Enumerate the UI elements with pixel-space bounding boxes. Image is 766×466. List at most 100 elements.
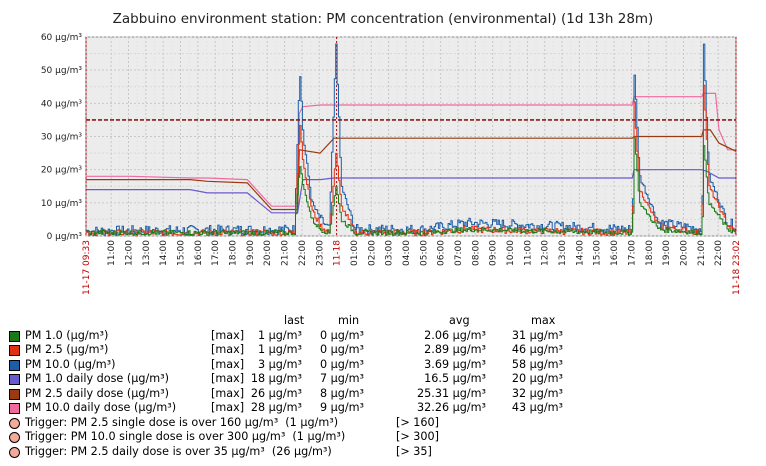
legend-row: PM 10.0 (µg/m³) [max] 3 µg/m³ 0 µg/m³ 3.69 µ…: [8, 358, 748, 373]
x-tick-label: 21:00: [697, 240, 707, 266]
legend-avg-value: 25.31 µg/m³: [417, 386, 486, 400]
trigger-text: Trigger: PM 10.0 single dose is over 300…: [25, 430, 346, 443]
legend-min-value: 0 µg/m³: [319, 357, 364, 371]
series-line-5: [86, 92, 737, 207]
trigger-threshold: [> 300]: [396, 430, 440, 443]
legend-max-value: 31 µg/m³: [511, 328, 563, 342]
legend-swatch: [9, 374, 20, 385]
x-tick-label: 12:00: [124, 240, 134, 266]
x-tick-label: 13:00: [142, 240, 152, 266]
legend-function: [max]: [211, 328, 245, 342]
legend-series-name: PM 10.0 daily dose (µg/m³): [25, 401, 177, 414]
y-tick-label: 40 µg/m³: [41, 99, 83, 109]
x-tick-label: 18:00: [229, 240, 239, 266]
legend-max-value: 20 µg/m³: [511, 372, 563, 385]
x-tick-label: 11-18: [333, 240, 343, 266]
x-tick-label: 17:00: [211, 240, 221, 266]
x-start-label: 11-17 09:33: [82, 240, 92, 295]
x-tick-label: 15:00: [593, 240, 603, 266]
x-tick-label: 04:00: [402, 240, 412, 266]
y-axis-ticks: 0 µg/m³ 10 µg/m³ 20 µg/m³ 30 µg/m³ 40 µg/m³ 5…: [41, 33, 83, 242]
x-tick-label: 20:00: [679, 240, 689, 266]
y-tick-label: 30 µg/m³: [41, 133, 83, 143]
legend-row: PM 2.5 (µg/m³) [max] 1 µg/m³ 0 µg/m³ 2.89 µg…: [8, 343, 748, 358]
series-line-0: [86, 137, 736, 236]
legend-max-value: 46 µg/m³: [511, 343, 563, 356]
legend-function: [max]: [211, 372, 245, 385]
legend-series-name: PM 1.0 (µg/m³): [25, 328, 109, 342]
legend-max-value: 58 µg/m³: [511, 357, 563, 371]
legend-last-value: 1 µg/m³: [257, 343, 302, 356]
legend-row: PM 1.0 daily dose (µg/m³) [max] 18 µg/m³ 7 …: [8, 372, 748, 387]
legend-row: PM 2.5 daily dose (µg/m³) [max] 26 µg/m³ 8 …: [8, 387, 748, 402]
y-tick-label: 60 µg/m³: [41, 33, 83, 43]
trigger-dot-icon: [9, 446, 20, 458]
x-tick-label: 21:00: [281, 240, 291, 266]
legend-series-name: PM 1.0 daily dose (µg/m³): [25, 372, 169, 385]
x-tick-label: 19:00: [246, 240, 256, 266]
legend-header: last min avg max: [8, 314, 748, 329]
legend-avg-value: 2.06 µg/m³: [424, 328, 486, 342]
legend-last-value: 1 µg/m³: [257, 328, 302, 342]
legend-header-last: last: [284, 314, 305, 327]
legend-function: [max]: [211, 343, 245, 356]
chart-canvas: Zabbuino environment station: PM concent…: [41, 11, 742, 295]
x-tick-label: 07:00: [454, 240, 464, 266]
x-end-label: 11-18 23:02: [732, 240, 742, 295]
trigger-row: Trigger: PM 10.0 single dose is over 300…: [8, 430, 748, 445]
legend-avg-value: 32.26 µg/m³: [417, 401, 486, 414]
x-edge-labels: 11-17 09:33 11-18 23:02: [82, 37, 742, 295]
legend-series-name: PM 10.0 (µg/m³): [25, 357, 116, 371]
legend-avg-value: 2.89 µg/m³: [424, 343, 486, 356]
x-tick-label: 14:00: [159, 240, 169, 266]
y-tick-label: 0 µg/m³: [47, 232, 83, 242]
legend-last-value: 26 µg/m³: [250, 386, 302, 400]
y-tick-label: 50 µg/m³: [41, 66, 83, 76]
x-tick-label: 16:00: [610, 240, 620, 266]
legend-min-value: 8 µg/m³: [319, 386, 364, 400]
series-line-3: [86, 169, 737, 214]
x-tick-label: 19:00: [662, 240, 672, 266]
legend-row: PM 10.0 daily dose (µg/m³) [max] 28 µg/m³ 9…: [8, 401, 748, 416]
legend-swatch: [9, 388, 20, 400]
x-tick-label: 06:00: [437, 240, 447, 266]
x-tick-label: 02:00: [367, 240, 377, 266]
legend-last-value: 3 µg/m³: [257, 357, 302, 371]
x-tick-label: 10:00: [506, 240, 516, 266]
legend: last min avg max PM 1.0 (µg/m³) [max] 1 µg…: [8, 314, 748, 459]
legend-min-value: 0 µg/m³: [319, 328, 364, 342]
x-tick-label: 15:00: [177, 240, 187, 266]
trigger-dot-icon: [9, 417, 20, 429]
legend-avg-value: 16.5 µg/m³: [424, 372, 486, 385]
chart-title: Zabbuino environment station: PM concent…: [113, 11, 654, 27]
grid-lines: [86, 36, 736, 237]
legend-min-value: 9 µg/m³: [319, 401, 364, 414]
legend-header-min: min: [338, 314, 360, 327]
x-tick-label: 09:00: [489, 240, 499, 266]
x-tick-label: 14:00: [575, 240, 585, 266]
legend-last-value: 28 µg/m³: [250, 401, 302, 414]
legend-series-name: PM 2.5 daily dose (µg/m³): [25, 386, 169, 400]
x-tick-label: 23:00: [315, 240, 325, 266]
x-tick-label: 05:00: [419, 240, 429, 266]
legend-avg-value: 3.69 µg/m³: [424, 357, 486, 371]
legend-series-name: PM 2.5 (µg/m³): [25, 343, 109, 356]
legend-function: [max]: [211, 401, 245, 414]
x-tick-label: 13:00: [558, 240, 568, 266]
x-tick-label: 16:00: [194, 240, 204, 266]
trigger-text: Trigger: PM 2.5 single dose is over 160 …: [25, 415, 339, 429]
x-tick-label: 22:00: [298, 240, 308, 266]
legend-function: [max]: [211, 357, 245, 371]
trigger-threshold: [> 160]: [396, 415, 440, 429]
legend-swatch: [9, 403, 20, 414]
x-tick-label: 12:00: [541, 240, 551, 266]
x-tick-label: 11:00: [523, 240, 533, 266]
x-tick-label: 08:00: [471, 240, 481, 266]
trigger-dot-icon: [9, 432, 20, 443]
trigger-threshold: [> 35]: [396, 444, 432, 458]
legend-max-value: 43 µg/m³: [511, 401, 563, 414]
x-tick-label: 11:00: [107, 240, 117, 266]
legend-row: PM 1.0 (µg/m³) [max] 1 µg/m³ 0 µg/m³ 2.06 µg…: [8, 329, 748, 344]
legend-min-value: 0 µg/m³: [319, 343, 364, 356]
legend-rows: PM 1.0 (µg/m³) [max] 1 µg/m³ 0 µg/m³ 2.06 µg…: [8, 329, 748, 416]
